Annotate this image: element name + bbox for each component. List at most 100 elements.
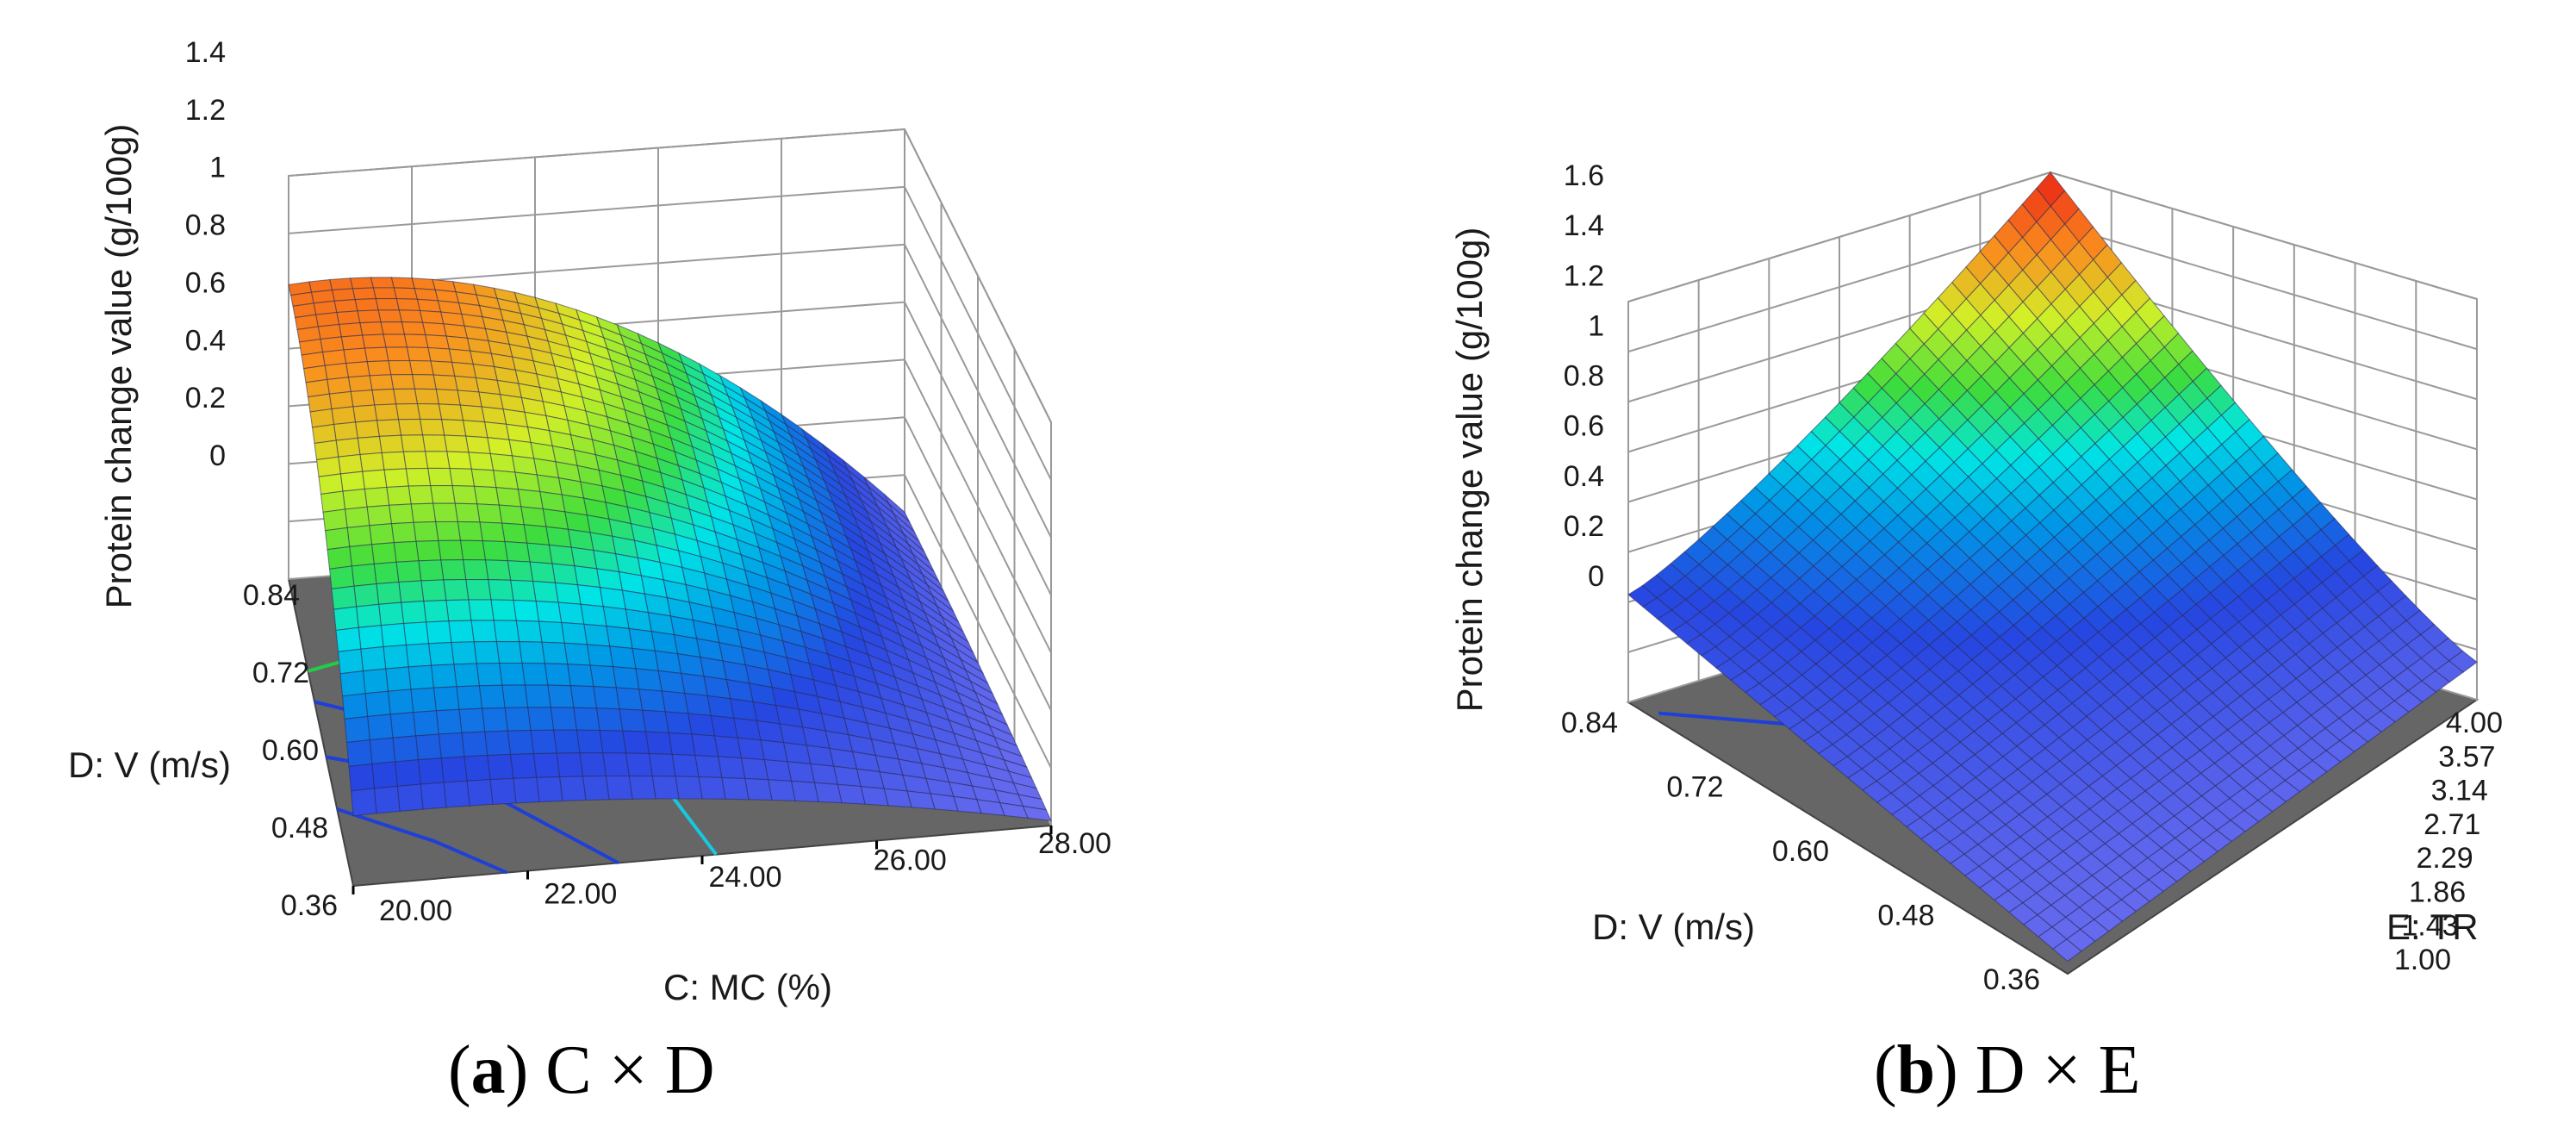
surface-patch (418, 559, 445, 582)
surface-patch (421, 321, 447, 337)
surface-patch (372, 287, 397, 300)
y-tick-label: 0.48 (1877, 900, 1934, 932)
surface-patch (459, 539, 487, 561)
surface-patch (717, 756, 746, 780)
panel-b-surface (1627, 171, 2478, 963)
surface-patch (457, 390, 482, 408)
surface-patch (605, 775, 633, 801)
y-tick-label: 0.36 (1983, 963, 2040, 996)
surface-patch (468, 452, 495, 471)
surface-patch (648, 753, 676, 777)
surface-patch (657, 670, 686, 695)
surface-patch (348, 763, 375, 792)
surface-patch (378, 434, 404, 454)
surface-patch (545, 526, 572, 548)
surface-patch (373, 561, 400, 585)
surface-patch (370, 542, 397, 564)
surface-patch (574, 565, 600, 589)
surface-patch (683, 692, 712, 717)
surface-patch (567, 664, 594, 688)
surface-patch (691, 733, 719, 757)
surface-patch (376, 419, 402, 437)
surface-patch (345, 361, 370, 378)
surface-patch (680, 672, 708, 697)
surface-patch (426, 467, 453, 487)
y-tick-label: 0.60 (262, 734, 319, 767)
surface-patch (328, 390, 354, 410)
panel-b-ticks: 0 0.2 0.4 0.6 0.8 1 1.2 1.4 1.6 0.36 0.48 0.60 0.72 0… (1561, 159, 2503, 996)
surface-patch (392, 388, 419, 405)
surface-patch (393, 287, 419, 300)
surface-patch (320, 490, 346, 513)
surface-patch (423, 600, 450, 623)
surface-patch (465, 578, 492, 601)
surface-patch (388, 359, 414, 376)
surface-patch (420, 782, 447, 810)
surface-patch (333, 299, 358, 314)
surface-patch (354, 420, 380, 439)
surface-patch (628, 627, 656, 651)
z-tick-label: 0.4 (185, 324, 226, 357)
surface-patch (557, 601, 585, 625)
surface-patch (579, 752, 607, 777)
surface-patch (509, 753, 538, 779)
surface-patch (331, 288, 356, 302)
surface-patch (694, 755, 723, 778)
surface-patch (383, 468, 409, 489)
surface-patch (668, 732, 696, 757)
z-tick-label: 1 (1588, 309, 1604, 342)
panel-a-letter: a (471, 1032, 506, 1108)
z-tick-label: 0.6 (185, 266, 226, 299)
surface-patch (359, 452, 385, 472)
surface-patch (413, 520, 439, 542)
x-tick-label: 1.00 (2394, 944, 2451, 976)
surface-patch (435, 708, 463, 735)
surface-patch (390, 374, 416, 390)
surface-patch (544, 663, 571, 687)
surface-patch (425, 620, 452, 645)
surface-patch (335, 626, 362, 652)
surface-patch (535, 601, 563, 624)
surface-patch (440, 419, 467, 437)
surface-patch (364, 486, 390, 508)
surface-patch (456, 685, 483, 710)
surface-patch (644, 731, 673, 755)
surface-patch (740, 757, 769, 781)
surface-patch (451, 485, 478, 505)
z-tick-label: 1.6 (1564, 159, 1604, 192)
z-tick-label: 1 (209, 152, 226, 184)
surface-patch (622, 730, 650, 755)
surface-patch (524, 684, 551, 708)
surface-patch (688, 713, 716, 737)
surface-patch (353, 583, 380, 608)
surface-patch (340, 334, 366, 351)
surface-patch (339, 670, 366, 697)
panel-b-caption-text: D × E (1976, 1032, 2141, 1108)
z-tick-label: 0.2 (1564, 510, 1604, 543)
surface-patch (576, 729, 604, 754)
surface-patch (586, 644, 614, 668)
surface-patch (464, 755, 491, 782)
panel-a-y-axis-label: D: V (m/s) (68, 745, 231, 785)
surface-patch (358, 625, 384, 650)
surface-patch (515, 620, 543, 643)
gridline (2050, 171, 2478, 300)
surface-patch (335, 437, 361, 458)
surface-patch (457, 520, 483, 542)
surface-patch (560, 621, 588, 645)
surface-patch (349, 544, 375, 567)
surface-patch (408, 484, 434, 505)
surface-patch (371, 761, 398, 789)
surface-patch (487, 437, 513, 457)
surface-patch (392, 735, 420, 763)
surface-patch (416, 402, 443, 421)
surface-patch (367, 714, 394, 741)
surface-patch (454, 375, 480, 393)
surface-patch (498, 662, 526, 686)
surface-patch (393, 540, 420, 563)
panel-b-caption: (b) D × E (1874, 1032, 2141, 1108)
surface-patch (360, 645, 387, 672)
x-tick-label: 4.00 (2446, 707, 2503, 739)
surface-patch (595, 707, 624, 732)
gridline (288, 128, 905, 177)
